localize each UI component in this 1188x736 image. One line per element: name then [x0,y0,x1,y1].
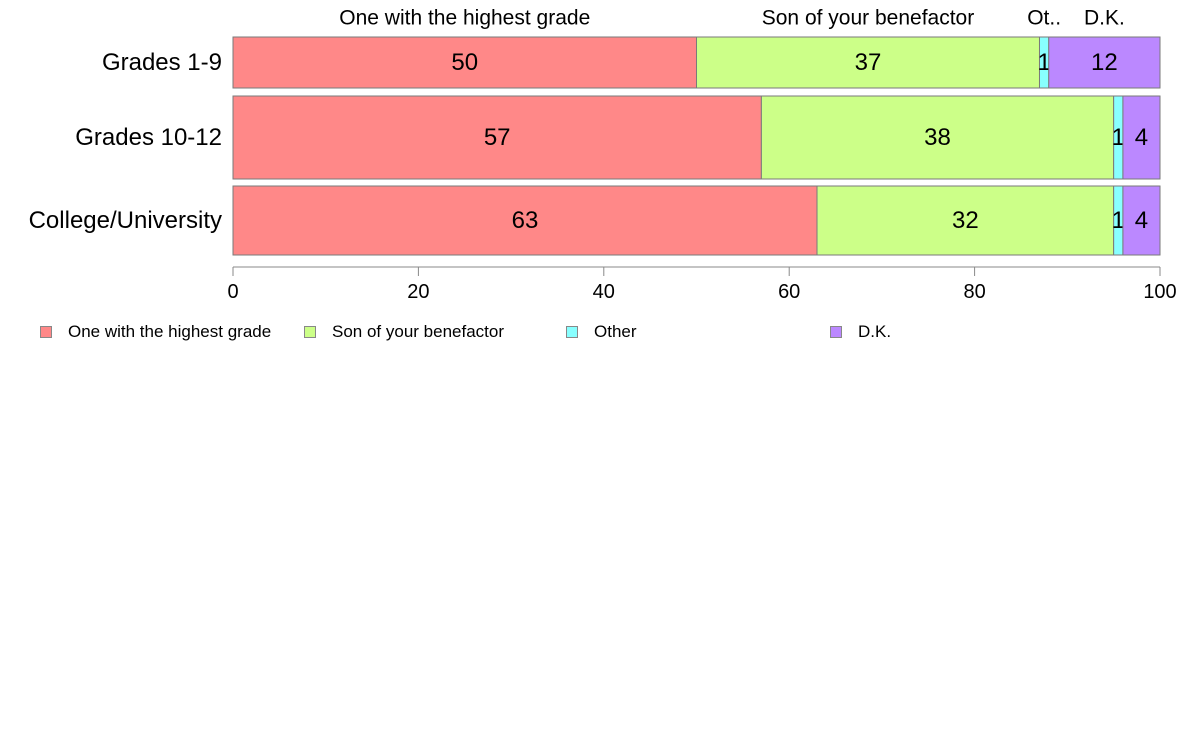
x-tick-label: 20 [407,281,429,303]
legend-label: One with the highest grade [68,322,272,341]
data-label: 50 [451,49,478,76]
legend-label: D.K. [858,322,892,341]
bar-segment [760,95,1115,180]
bar-segment [1048,36,1161,89]
series-top-label: Ot.. [1027,7,1061,30]
data-label: 63 [512,207,539,234]
bar-segment [1122,185,1161,256]
data-label: 1 [1037,49,1050,76]
data-label: 37 [855,49,882,76]
data-label: 4 [1135,124,1148,151]
legend-label: Other [594,322,637,341]
bar-segment [232,185,818,256]
x-tick-label: 80 [963,281,985,303]
legend-swatch [566,326,578,338]
data-label: 12 [1091,49,1118,76]
legend-item: One with the highest grade [40,322,271,342]
data-label: 1 [1112,124,1125,151]
bar-segment [816,185,1115,256]
series-top-label: Son of your benefactor [762,7,974,30]
data-label: 32 [952,207,979,234]
data-label: 38 [924,124,951,151]
legend-item: D.K. [830,322,891,342]
legend-item: Son of your benefactor [304,322,504,342]
x-tick-label: 100 [1143,281,1176,303]
series-top-label: D.K. [1084,7,1125,30]
legend-swatch [830,326,842,338]
series-top-label: One with the highest grade [339,7,590,30]
bar-segment [696,36,1040,89]
chart-legend: One with the highest grade Son of your be… [0,322,1188,342]
legend-label: Son of your benefactor [332,322,505,341]
category-label: College/University [29,207,222,234]
bar-segment [1122,95,1161,180]
bar-segment [232,36,697,89]
x-tick-label: 60 [778,281,800,303]
legend-item: Other [566,322,637,342]
data-label: 57 [484,124,511,151]
x-tick-label: 0 [227,281,238,303]
legend-swatch [304,326,316,338]
bar-segment [232,95,762,180]
category-label: Grades 1-9 [102,49,222,76]
x-tick-label: 40 [593,281,615,303]
legend-swatch [40,326,52,338]
category-label: Grades 10-12 [75,124,222,151]
data-label: 1 [1112,207,1125,234]
data-label: 4 [1135,207,1148,234]
